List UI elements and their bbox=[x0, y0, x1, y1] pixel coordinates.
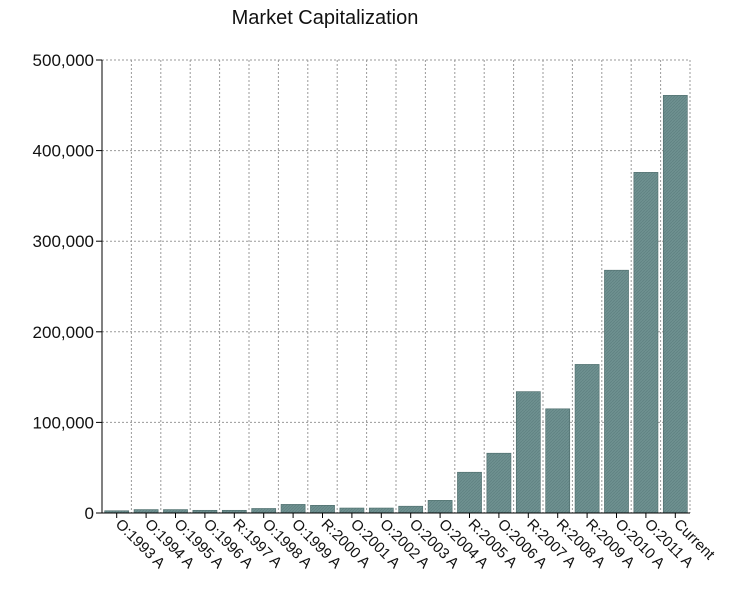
bar-6 bbox=[251, 508, 277, 514]
bar-18 bbox=[604, 269, 629, 514]
bar-20 bbox=[662, 95, 688, 514]
bar-2 bbox=[133, 509, 159, 514]
grid-layer bbox=[102, 59, 691, 513]
bar-8 bbox=[310, 504, 335, 514]
bar-13 bbox=[457, 471, 482, 514]
bar-14 bbox=[486, 452, 512, 514]
bar-10 bbox=[368, 507, 394, 514]
bar-16 bbox=[545, 408, 571, 514]
y-tick-label: 200,000 bbox=[33, 323, 94, 342]
y-axis-ticks: 0 100,000 200,000 300,000 400,000 500,000 bbox=[33, 51, 102, 523]
y-tick-label: 400,000 bbox=[33, 142, 94, 161]
y-tick-label: 100,000 bbox=[33, 413, 94, 432]
bar-9 bbox=[339, 507, 365, 514]
axes-layer bbox=[96, 60, 690, 514]
bar-19 bbox=[633, 172, 659, 514]
x-axis-ticks: O:1993 AO:1994 AO:1995 AO:1996 AR:1997 A… bbox=[112, 513, 718, 572]
bar-12 bbox=[427, 500, 453, 514]
bar-11 bbox=[398, 505, 424, 514]
bar-7 bbox=[280, 504, 306, 514]
bar-15 bbox=[515, 391, 541, 514]
chart-title: Market Capitalization bbox=[232, 7, 419, 29]
y-tick-label: 500,000 bbox=[33, 51, 94, 70]
bar-17 bbox=[574, 364, 600, 514]
bar-3 bbox=[163, 509, 188, 514]
y-tick-label: 0 bbox=[85, 504, 94, 523]
y-tick-label: 300,000 bbox=[33, 232, 94, 251]
